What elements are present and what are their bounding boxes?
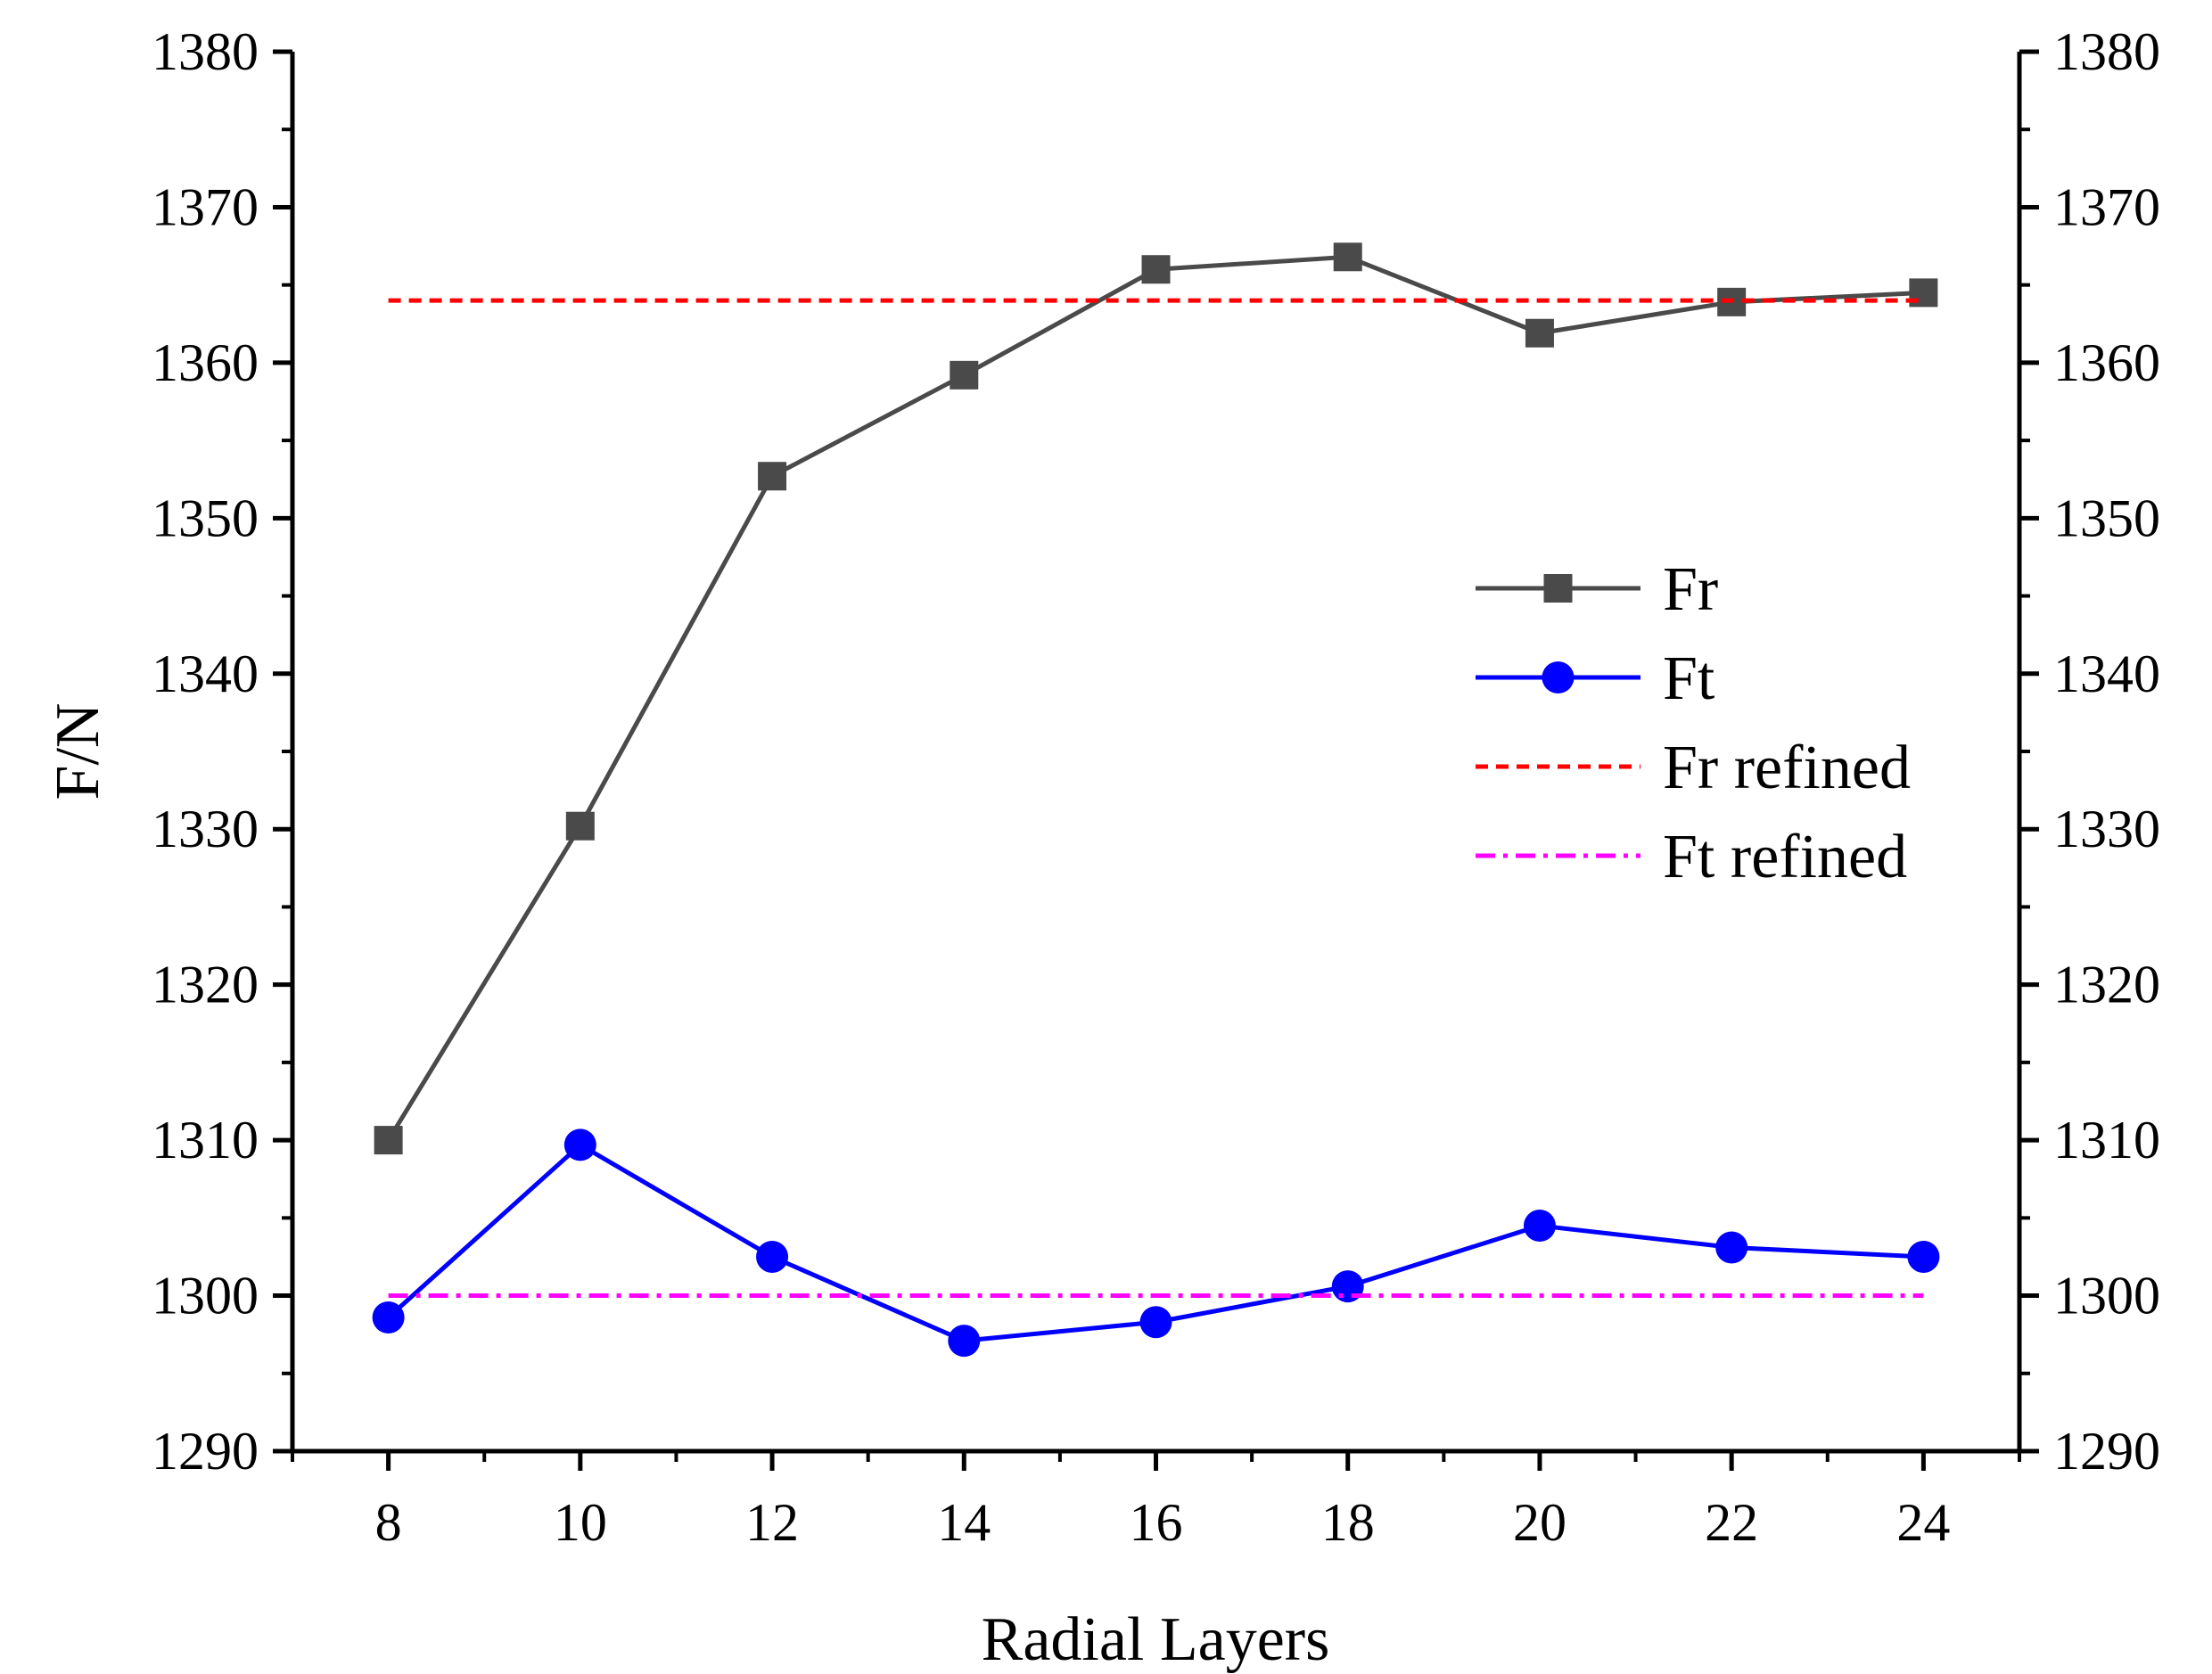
- legend-marker-ft: [1542, 661, 1575, 693]
- data-point-ft: [563, 1128, 596, 1161]
- y-tick-label-left: 1340: [152, 644, 259, 703]
- data-point-ft: [1715, 1231, 1748, 1264]
- tick-labels: 1290 1290 1300 1300 1310 1310 1320 1320 1330 1330…: [152, 22, 2160, 1552]
- data-point-fr: [950, 360, 979, 390]
- y-tick-label-right: 1310: [2053, 1111, 2160, 1169]
- legend-label-ft: Ft: [1663, 644, 1715, 713]
- legend-label-ft-refined: Ft refined: [1663, 823, 1907, 891]
- legend-marker-fr: [1543, 574, 1573, 603]
- y-tick-label-left: 1320: [152, 956, 259, 1014]
- x-tick-label: 8: [375, 1493, 402, 1552]
- x-tick-label: 20: [1513, 1493, 1566, 1552]
- x-tick-label: 14: [937, 1493, 991, 1552]
- data-point-ft: [372, 1301, 405, 1333]
- x-axis-title: Radial Layers: [982, 1605, 1330, 1674]
- data-point-fr: [1333, 242, 1362, 272]
- y-tick-label-right: 1330: [2053, 800, 2160, 858]
- data-point-fr: [1141, 255, 1171, 284]
- y-tick-label-right: 1290: [2053, 1422, 2160, 1481]
- x-tick-label: 12: [745, 1493, 799, 1552]
- data-point-fr: [758, 462, 787, 491]
- x-tick-label: 10: [554, 1493, 607, 1552]
- y-tick-label-left: 1380: [152, 22, 259, 81]
- y-tick-label-left: 1350: [152, 488, 259, 547]
- y-axis-title: F/N: [44, 703, 112, 800]
- x-tick-label: 24: [1896, 1493, 1950, 1552]
- y-tick-label-left: 1370: [152, 177, 259, 236]
- legend-label-fr-refined: Fr refined: [1663, 734, 1911, 802]
- data-point-ft: [756, 1240, 789, 1273]
- x-tick-label: 22: [1705, 1493, 1758, 1552]
- data-point-ft: [1907, 1240, 1940, 1273]
- legend: Fr Ft Fr refined Ft refined: [1476, 555, 1911, 891]
- axis-ticks: [273, 49, 2039, 1471]
- data-point-fr: [374, 1126, 403, 1155]
- y-tick-label-right: 1360: [2053, 333, 2160, 392]
- y-tick-label-right: 1380: [2053, 22, 2160, 81]
- y-tick-label-right: 1300: [2053, 1267, 2160, 1325]
- y-tick-label-left: 1360: [152, 333, 259, 392]
- data-point-ft: [1523, 1210, 1556, 1243]
- series-group: [372, 242, 1940, 1358]
- y-tick-label-left: 1310: [152, 1111, 259, 1169]
- y-tick-label-right: 1350: [2053, 488, 2160, 547]
- data-point-ft: [948, 1325, 981, 1358]
- data-point-fr: [1525, 318, 1554, 348]
- y-tick-label-right: 1370: [2053, 177, 2160, 236]
- y-tick-label-left: 1300: [152, 1267, 259, 1325]
- x-tick-label: 16: [1130, 1493, 1183, 1552]
- legend-label-fr: Fr: [1663, 555, 1718, 624]
- data-point-ft: [1139, 1306, 1172, 1339]
- data-point-fr: [565, 811, 595, 841]
- y-tick-label-left: 1290: [152, 1422, 259, 1481]
- y-tick-label-right: 1340: [2053, 644, 2160, 703]
- x-tick-label: 18: [1321, 1493, 1375, 1552]
- y-tick-label-left: 1330: [152, 800, 259, 858]
- y-tick-label-right: 1320: [2053, 956, 2160, 1014]
